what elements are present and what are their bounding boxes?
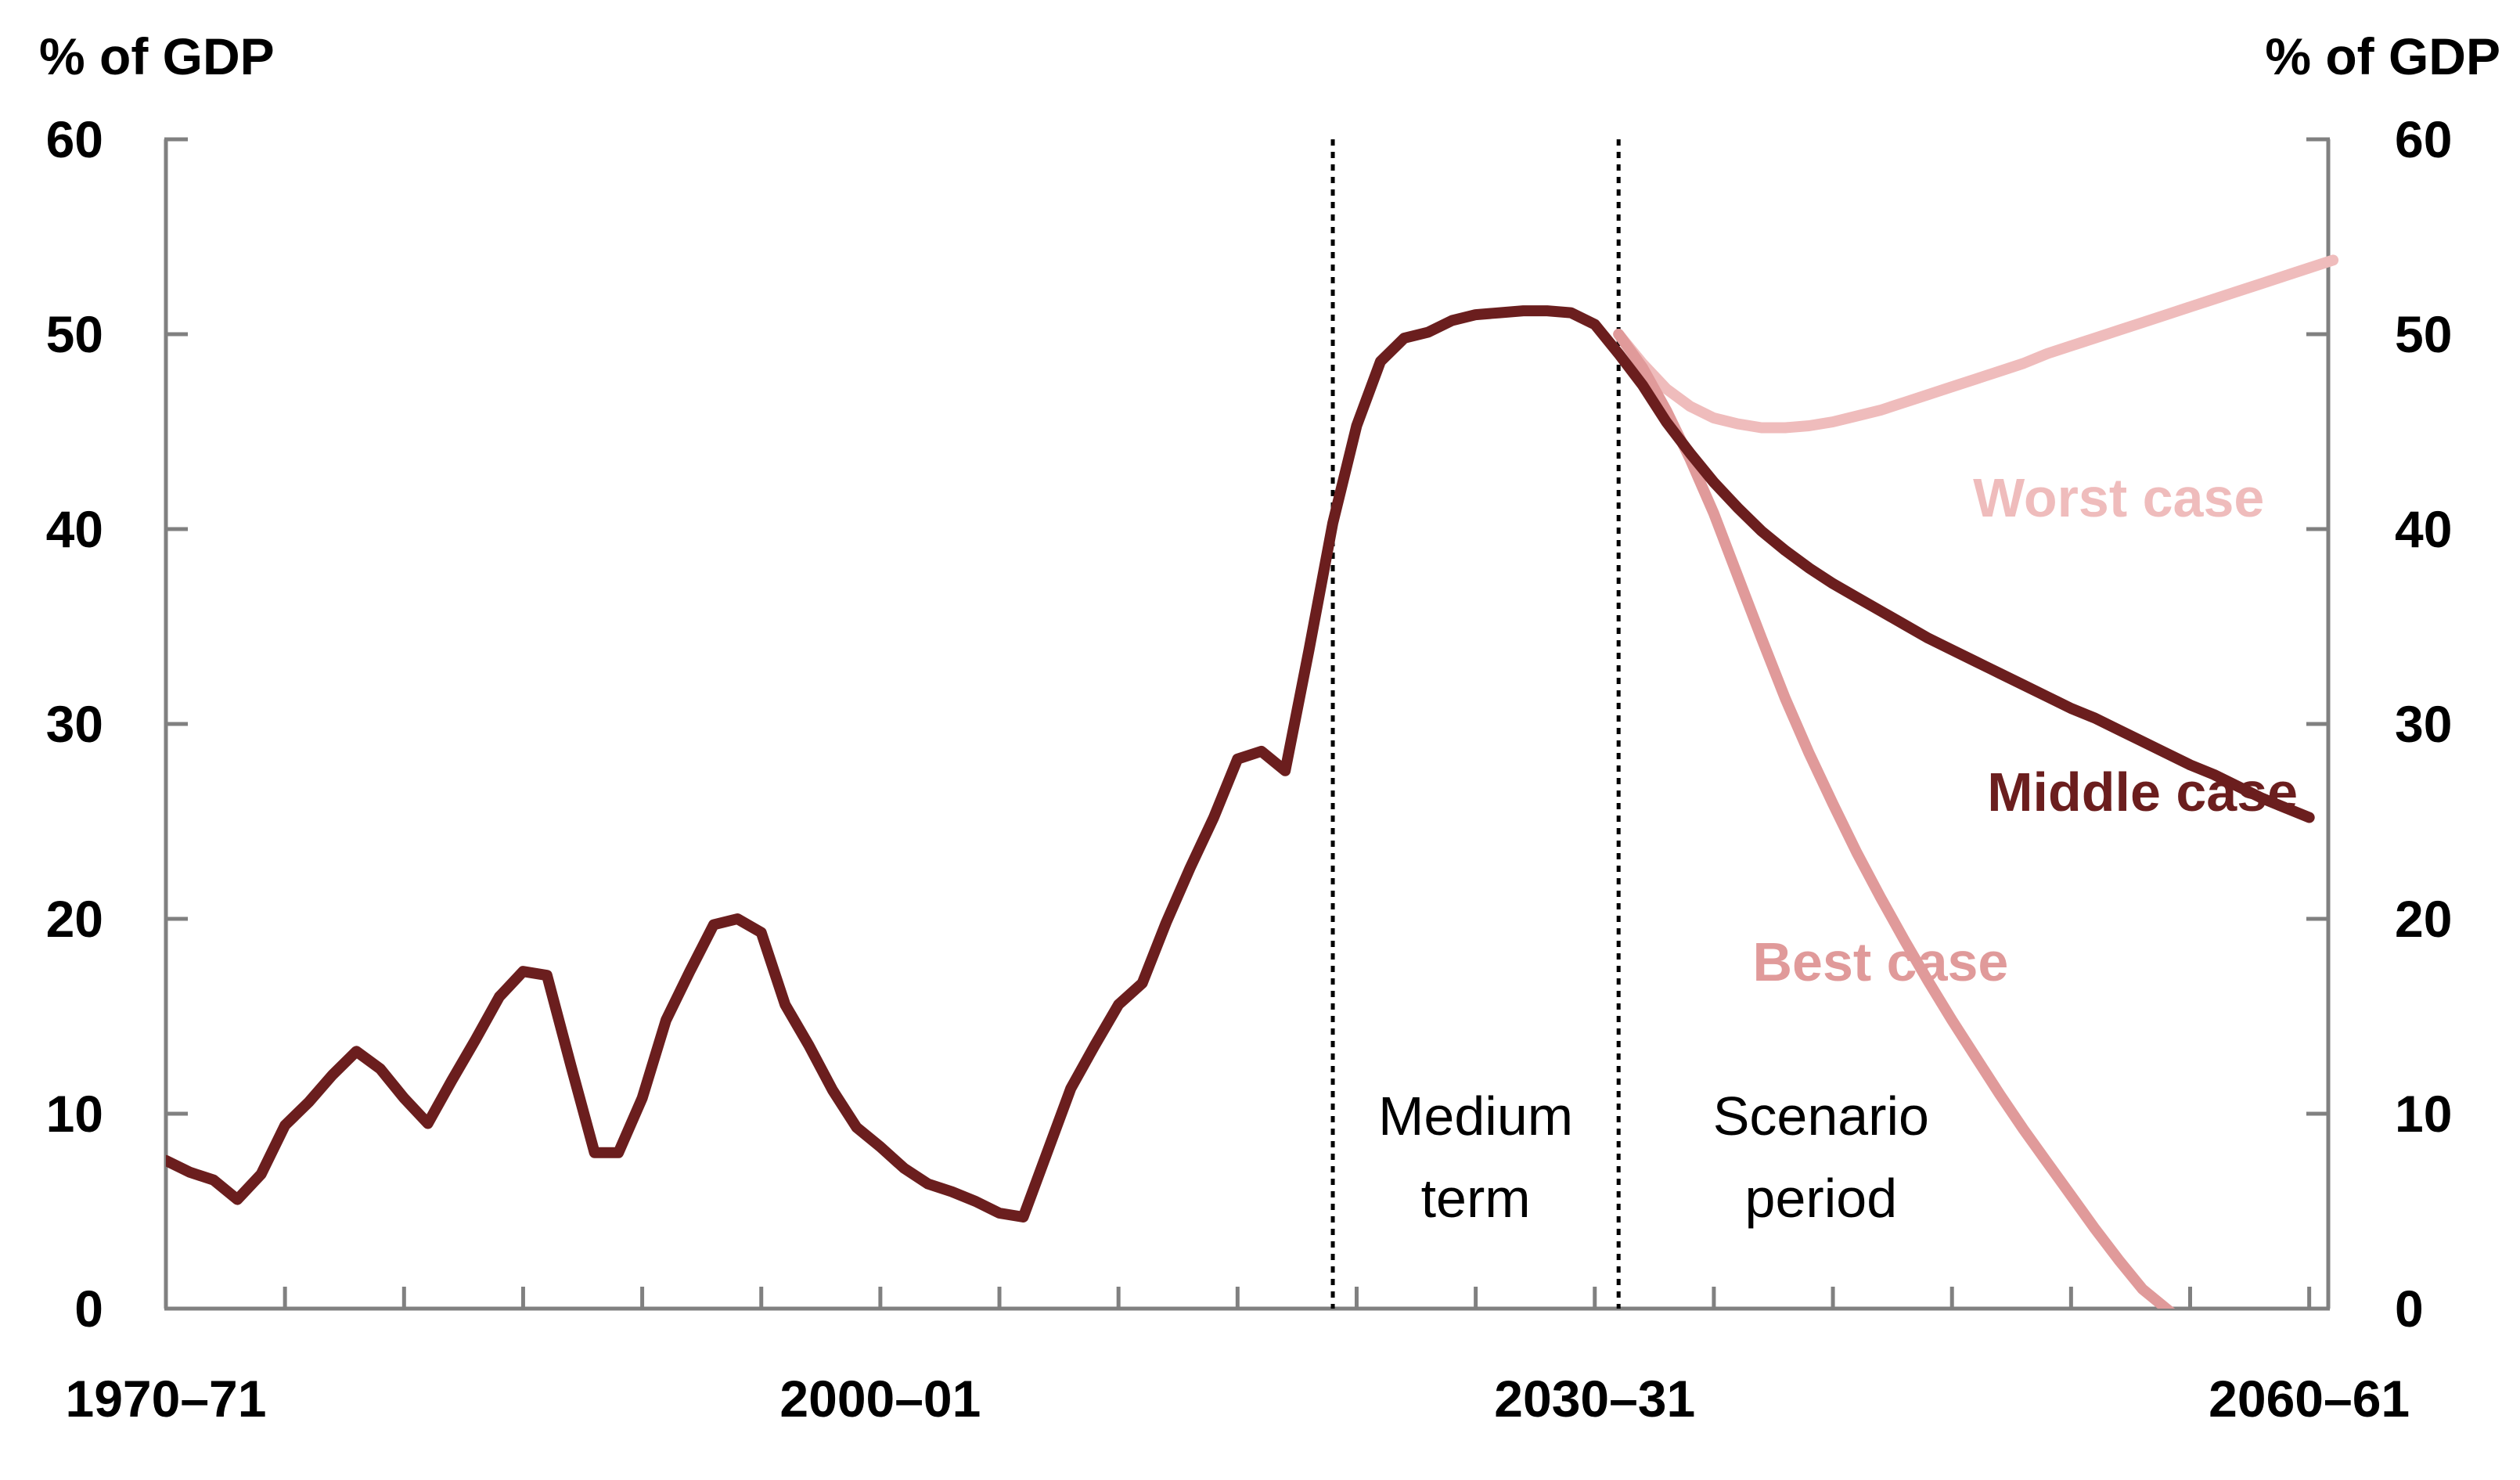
y-tick-label-left: 30 [46, 695, 103, 753]
period-label-line: period [1745, 1168, 1898, 1229]
series-label-middle: Middle case [1987, 762, 2298, 823]
y-tick-label-right: 20 [2395, 890, 2452, 948]
y-tick-label-left: 0 [74, 1280, 103, 1338]
y-tick-label-right: 30 [2395, 695, 2452, 753]
y-tick-label-left: 40 [46, 500, 103, 558]
period-label: Medium term [1378, 1086, 1573, 1229]
series-line-best [1613, 329, 2176, 1309]
period-label-line: Scenario [1713, 1086, 1929, 1147]
y-tick-label-left: 20 [46, 890, 103, 948]
y-tick-label-left: 10 [46, 1085, 103, 1143]
series-line-worst [1613, 254, 2339, 434]
series-line-middle [166, 305, 2315, 1223]
x-tick-label: 2000–01 [779, 1370, 981, 1428]
period-label: Scenario period [1713, 1086, 1929, 1229]
x-tick-label: 2060–61 [2209, 1370, 2410, 1428]
series-label-best: Best case [1752, 931, 2008, 992]
axes-group [164, 139, 2331, 1311]
y-tick-label-left: 60 [46, 110, 103, 168]
y-tick-label-right: 60 [2395, 110, 2452, 168]
x-tick-label: 1970–71 [66, 1370, 267, 1428]
y-tick-label-left: 50 [46, 305, 103, 363]
period-dividers: Medium term Scenario period [1330, 139, 1929, 1309]
tick-group: 0 0 10 10 20 20 30 30 40 40 50 50 60 60 1970–71 2000–01… [46, 110, 2453, 1428]
y-tick-label-right: 0 [2395, 1280, 2424, 1338]
y-tick-label-right: 40 [2395, 500, 2452, 558]
period-label-line: Medium [1378, 1086, 1573, 1147]
labels-group: % of GDP % of GDP [39, 27, 2500, 85]
x-tick-label: 2030–31 [1494, 1370, 1695, 1428]
left-axis-unit-label: % of GDP [39, 27, 275, 85]
series-group: Worst case Middle case Best case [166, 254, 2339, 1309]
series-label-worst: Worst case [1973, 467, 2264, 528]
period-label-line: term [1421, 1168, 1531, 1229]
right-axis-unit-label: % of GDP [2265, 27, 2500, 85]
y-tick-label-right: 10 [2395, 1085, 2452, 1143]
y-tick-label-right: 50 [2395, 305, 2452, 363]
